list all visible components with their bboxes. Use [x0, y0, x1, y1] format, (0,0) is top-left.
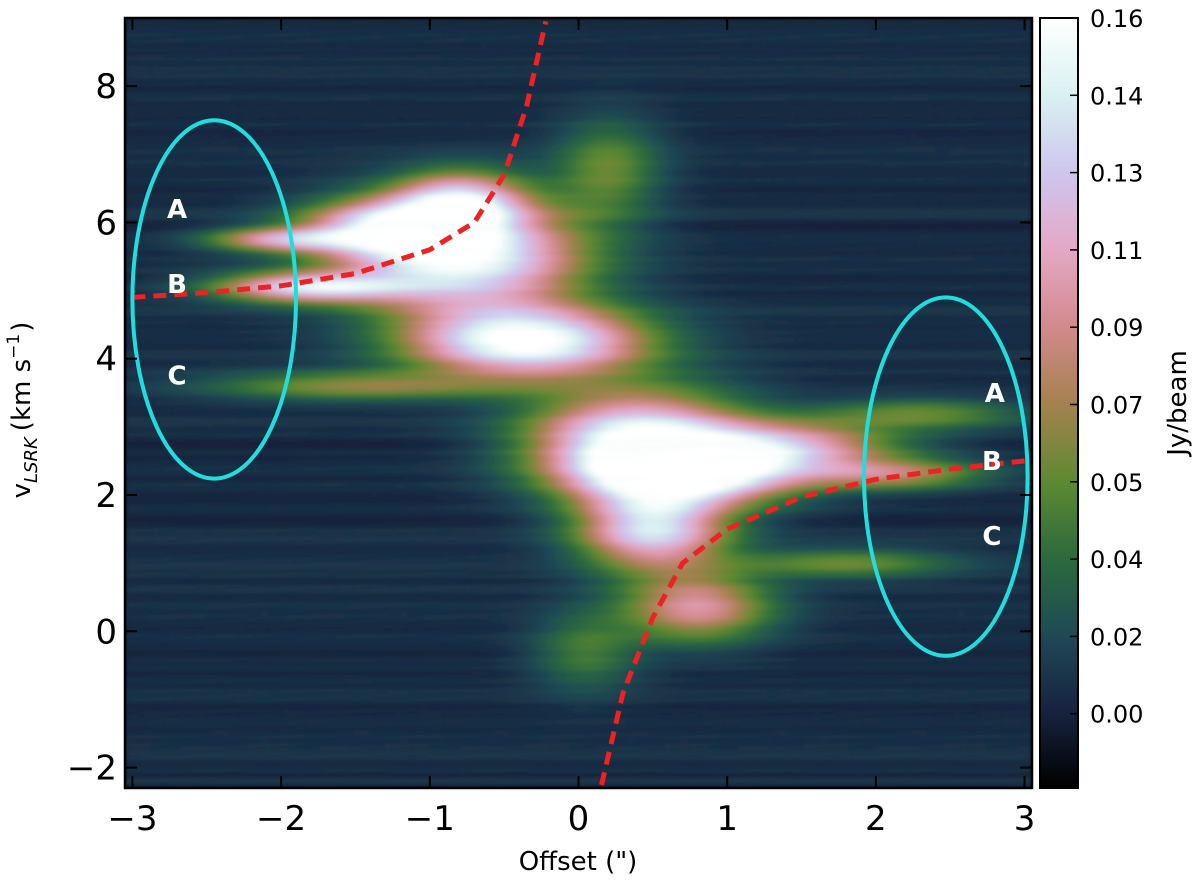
- heatmap-layer: [125, 18, 1032, 788]
- colorbar-ticks: 0.16 0.14 0.13 0.11 0.09 0.07 0.05 0.04 0.02 0.00: [1070, 5, 1143, 729]
- left-ellipse: [130, 118, 298, 481]
- y-tick-label: 2: [95, 476, 117, 516]
- x-axis-ticks: −3 −2 −1 0 1 2 3: [107, 18, 1035, 839]
- colorbar-tick-label: 0.09: [1090, 314, 1143, 342]
- x-tick-label: −1: [405, 799, 455, 839]
- colorbar-tick-label: 0.00: [1090, 701, 1143, 729]
- annotation-label-c: C: [167, 362, 186, 392]
- heatmap-image: [125, 18, 1032, 788]
- right-ellipse: [862, 295, 1030, 658]
- colorbar-tick-label: 0.11: [1090, 237, 1143, 265]
- x-tick-label: −3: [107, 799, 157, 839]
- annotation-label-b: B: [167, 270, 187, 300]
- x-tick-label: 3: [1014, 799, 1036, 839]
- y-axis-label-main: v: [7, 483, 37, 498]
- annotation-label-a: A: [985, 379, 1005, 409]
- y-axis-label-sub: LSRK: [21, 436, 42, 483]
- y-tick-label: −2: [67, 749, 117, 789]
- y-tick-label: 0: [95, 612, 117, 652]
- annotation-label-a: A: [167, 195, 187, 225]
- y-tick-label: 6: [95, 203, 117, 243]
- x-tick-label: 2: [865, 799, 887, 839]
- y-axis-label: vLSRK (km s−1): [4, 322, 42, 499]
- colorbar-label: Jy/beam: [1163, 350, 1193, 458]
- x-tick-label: 0: [568, 799, 590, 839]
- colorbar-tick-label: 0.16: [1090, 5, 1143, 33]
- annotation-label-c: C: [982, 522, 1001, 552]
- colorbar-tick-label: 0.07: [1090, 392, 1143, 420]
- y-axis-ticks: −2 0 2 4 6 8: [67, 67, 1032, 789]
- overlay-layer: [130, 20, 1030, 788]
- y-axis-label-close: ): [7, 322, 37, 332]
- annotation-label-b: B: [982, 447, 1002, 477]
- y-tick-label: 4: [95, 340, 117, 380]
- annotation-layer: A B C A B C: [167, 195, 1005, 552]
- colorbar-tick-label: 0.02: [1090, 623, 1143, 651]
- x-tick-label: −2: [256, 799, 306, 839]
- colorbar-tick-label: 0.14: [1090, 82, 1143, 110]
- colorbar-tick-label: 0.13: [1090, 160, 1143, 188]
- y-tick-label: 8: [95, 67, 117, 107]
- model-curve-1: [132, 20, 549, 300]
- y-axis-label-unit: (km s: [7, 359, 37, 431]
- colorbar-tick-label: 0.04: [1090, 546, 1143, 574]
- svg-text:vLSRK(km s−1): vLSRK (km s−1): [4, 322, 42, 499]
- x-axis-label: Offset ("): [519, 847, 638, 877]
- x-tick-label: 1: [716, 799, 738, 839]
- colorbar-tick-label: 0.05: [1090, 469, 1143, 497]
- colorbar: [1039, 17, 1079, 789]
- y-axis-label-exp: −1: [4, 334, 24, 359]
